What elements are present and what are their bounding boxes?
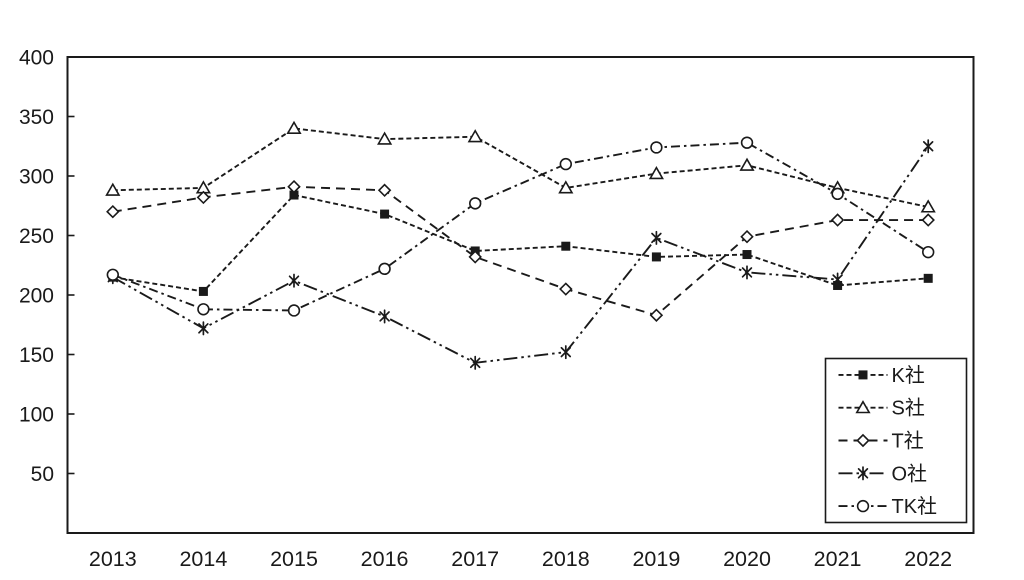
series-line-S社: [112, 127, 929, 208]
legend-label: K社: [892, 364, 925, 387]
legend-label: T社: [892, 430, 924, 453]
marker-open-circle: [650, 141, 663, 154]
y-tick-label: 50: [31, 463, 54, 486]
marker-open-circle: [559, 157, 572, 171]
marker-open-diamond: [830, 213, 845, 227]
marker-filled-square: [289, 190, 299, 200]
x-tick-label: 2022: [904, 547, 952, 571]
y-tick-label: 100: [19, 404, 54, 427]
series-line-T社: [112, 185, 929, 317]
marker-open-diamond: [740, 229, 754, 244]
marker-open-circle: [469, 197, 482, 210]
y-tick-label: 400: [19, 47, 54, 70]
y-tick-label: 150: [19, 344, 54, 367]
marker-open-diamond: [196, 190, 211, 205]
marker-open-diamond: [559, 282, 573, 296]
marker-asterisk: [857, 466, 869, 481]
marker-open-circle: [831, 187, 844, 201]
marker-open-triangle: [920, 199, 936, 213]
series-line-K社: [112, 194, 929, 293]
y-tick-label: 300: [19, 166, 54, 189]
marker-filled-square: [561, 241, 571, 251]
marker-asterisk: [288, 273, 300, 288]
marker-open-circle: [287, 304, 301, 317]
series-line-TK社: [112, 141, 929, 312]
marker-open-diamond: [287, 179, 301, 194]
x-tick-label: 2018: [542, 547, 590, 571]
marker-open-diamond: [649, 308, 664, 322]
marker-asterisk: [832, 272, 843, 287]
x-tick-label: 2021: [814, 547, 862, 571]
marker-open-triangle: [855, 400, 871, 414]
marker-asterisk: [198, 321, 209, 336]
marker-open-triangle: [105, 182, 121, 196]
marker-open-triangle: [467, 129, 483, 143]
marker-asterisk: [651, 230, 662, 245]
x-tick-label: 2014: [179, 547, 227, 571]
marker-filled-square: [198, 286, 208, 296]
y-tick-label: 250: [19, 225, 54, 248]
y-tick-label: 350: [19, 106, 54, 129]
marker-filled-square: [923, 273, 933, 283]
x-tick-label: 2020: [723, 547, 771, 571]
marker-asterisk: [469, 355, 481, 370]
marker-open-circle: [378, 262, 391, 276]
marker-asterisk: [379, 309, 390, 324]
legend-label: TK社: [892, 495, 938, 518]
legend-label: O社: [892, 462, 928, 485]
legend-label: S社: [892, 397, 925, 420]
marker-open-circle: [856, 499, 870, 513]
marker-filled-square: [380, 209, 390, 219]
x-tick-label: 2013: [89, 547, 137, 571]
legend-box: [824, 357, 968, 524]
series-line-O社: [112, 145, 929, 364]
marker-open-diamond: [106, 204, 120, 219]
x-tick-label: 2019: [632, 547, 680, 571]
marker-filled-square: [742, 250, 752, 260]
x-tick-label: 2015: [270, 547, 318, 571]
marker-asterisk: [741, 265, 753, 280]
marker-open-triangle: [377, 131, 393, 145]
marker-filled-square: [858, 370, 868, 380]
y-tick-label: 200: [19, 285, 54, 308]
marker-asterisk: [560, 345, 572, 360]
marker-open-circle: [106, 268, 120, 281]
marker-open-circle: [740, 136, 754, 149]
marker-open-triangle: [286, 120, 302, 134]
marker-asterisk: [922, 139, 934, 154]
marker-open-diamond: [468, 250, 482, 264]
marker-open-diamond: [856, 433, 870, 448]
marker-open-circle: [197, 303, 210, 316]
marker-open-diamond: [377, 183, 392, 198]
x-tick-label: 2017: [451, 547, 499, 571]
marker-open-triangle: [558, 180, 574, 194]
marker-filled-square: [651, 252, 661, 262]
marker-open-diamond: [921, 213, 935, 227]
plot-area-border: [66, 56, 975, 534]
marker-open-circle: [921, 245, 935, 259]
marker-open-triangle: [739, 157, 755, 171]
x-tick-label: 2016: [361, 547, 409, 571]
marker-open-triangle: [648, 166, 664, 180]
